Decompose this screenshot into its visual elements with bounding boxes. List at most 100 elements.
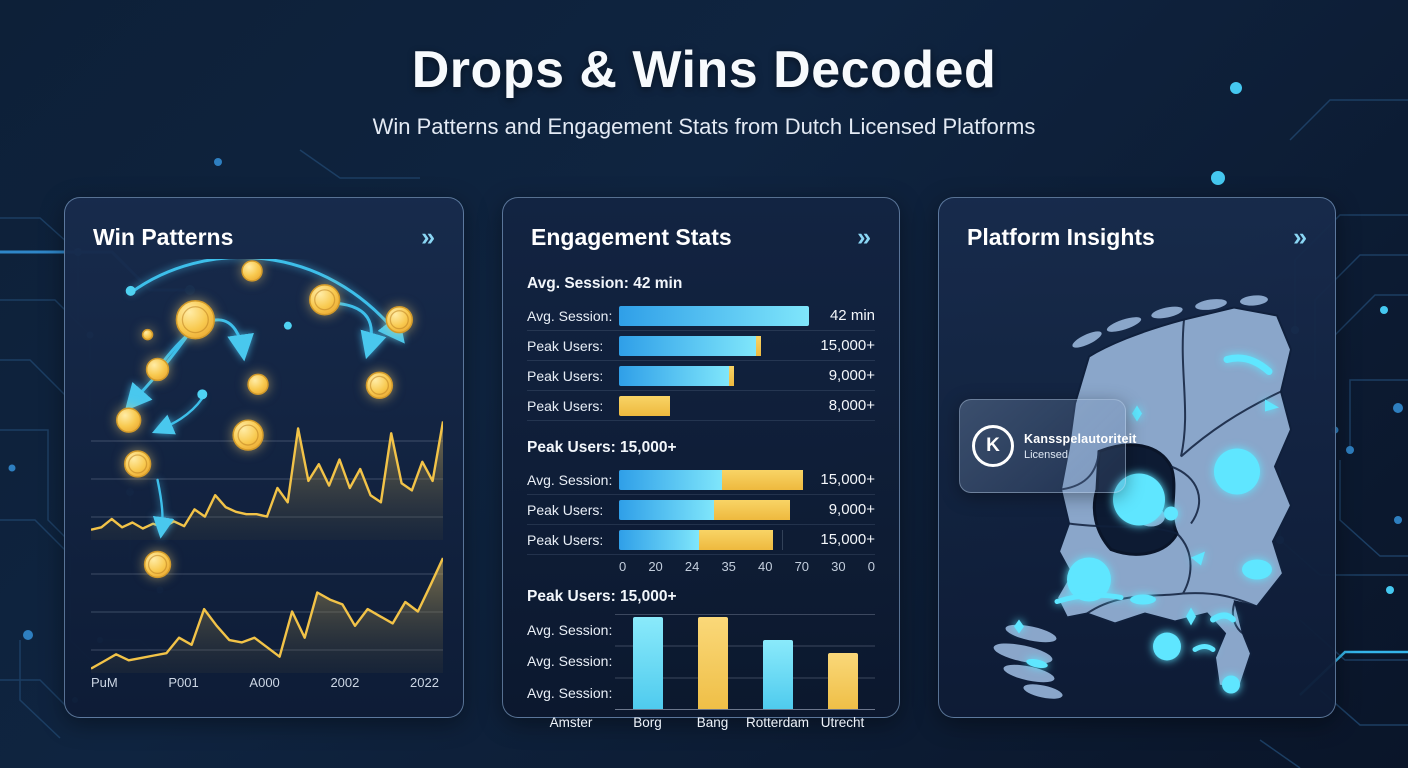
- bar-row: Peak Users: 15,000+: [527, 331, 875, 361]
- win-patterns-card: Win Patterns »: [64, 197, 464, 718]
- vertical-bars: [615, 614, 875, 710]
- x-category: Utrecht: [820, 715, 865, 730]
- engagement-stats-card: Engagement Stats » Avg. Session: 42 min …: [502, 197, 900, 730]
- stacked-bar-row: Peak Users: 9,000+: [527, 495, 875, 525]
- engagement-title: Engagement Stats: [531, 224, 732, 250]
- bar-borg: [632, 616, 663, 709]
- axis-tick: 20: [648, 559, 663, 574]
- bar-row-value: 15,000+: [820, 531, 875, 548]
- vertical-chart-y-labels: Avg. Session: Avg. Session: Avg. Session…: [527, 614, 615, 709]
- bar-yellow-segment: [698, 529, 773, 550]
- win-patterns-upper-area-chart: [91, 413, 443, 540]
- bar-row-value: 42 min: [829, 307, 875, 324]
- page-header: Drops & Wins Decoded Win Patterns and En…: [0, 40, 1408, 140]
- bar-yellow-segment: [729, 365, 734, 386]
- license-status: Licensed: [1024, 448, 1069, 461]
- platform-insights-card: Platform Insights »: [938, 197, 1336, 718]
- bar-cyan-segment: [619, 469, 722, 490]
- x-tick-label: A000: [249, 675, 280, 690]
- y-label: Avg. Session:: [527, 653, 613, 670]
- bar-track: [619, 499, 809, 520]
- bar-cyan-segment: [619, 365, 730, 386]
- bar-row-label: Peak Users:: [527, 367, 604, 384]
- bar-yellow-segment: [714, 499, 790, 520]
- axis-tick: 30: [831, 559, 846, 574]
- bar-utrecht: [827, 652, 858, 709]
- axis-tick: 0: [867, 559, 875, 574]
- bar-row-label: Avg. Session:: [527, 471, 613, 488]
- bar-track: [619, 365, 809, 386]
- bar-row-value: 15,000+: [820, 337, 875, 354]
- stacked-bar-row: Peak Users: 15,000+: [527, 525, 875, 555]
- stacked-bar-row: Avg. Session: 15,000+: [527, 465, 875, 495]
- bar-track: [619, 395, 809, 416]
- license-authority-name: Kansspelautoriteit: [1024, 431, 1137, 446]
- bar-cyan-segment: [619, 305, 809, 326]
- bar-track: [619, 469, 809, 490]
- activity-glow-spots: [1014, 354, 1279, 694]
- bar-row-value: 15,000+: [820, 471, 875, 488]
- platform-content: K Kansspelautoriteit Licensed: [939, 259, 1335, 704]
- bar-row-label: Peak Users:: [527, 501, 604, 518]
- platform-expand-button[interactable]: »: [1293, 223, 1307, 251]
- axis-tick: 24: [684, 559, 700, 574]
- page-subtitle: Win Patterns and Engagement Stats from D…: [372, 114, 1036, 139]
- x-tick-label: 2002: [330, 675, 360, 690]
- bar-yellow-segment: [721, 469, 804, 490]
- win-patterns-lower-area-chart: [91, 546, 443, 673]
- x-tick-label: PuM: [91, 675, 118, 690]
- bar-row-label: Peak Users:: [527, 337, 604, 354]
- win-patterns-title: Win Patterns: [93, 224, 234, 250]
- win-patterns-content: PuM P001 A000 2002 2022: [65, 259, 463, 706]
- axis-tick: 40: [758, 559, 773, 574]
- bar-cyan-segment: [619, 335, 756, 356]
- x-category: Amster: [549, 715, 593, 730]
- bar-rotterdam: [762, 639, 793, 709]
- page-title: Drops & Wins Decoded: [411, 41, 997, 99]
- x-category: Bang: [696, 715, 729, 730]
- bar-track: [619, 529, 809, 550]
- engagement-expand-button[interactable]: »: [857, 223, 871, 251]
- vertical-chart-x-axis: Amster Borg Bang Rotterdam Utrecht: [527, 715, 875, 730]
- x-tick-label: 2022: [410, 675, 439, 690]
- axis-tick: 70: [794, 559, 810, 574]
- cyan-node-dots: [125, 285, 292, 400]
- bar-row-value: 8,000+: [828, 397, 875, 414]
- platform-header: Platform Insights »: [939, 198, 1335, 259]
- win-patterns-x-axis: PuM P001 A000 2002 2022: [91, 675, 439, 690]
- x-tick-label: P001: [168, 675, 199, 690]
- bar-row: Avg. Session: 42 min: [527, 301, 875, 331]
- section3-heading: Peak Users: 15,000+: [527, 588, 677, 605]
- y-label: Avg. Session:: [527, 621, 613, 638]
- axis-tick: 0: [619, 559, 627, 574]
- bar-cyan-segment: [619, 499, 714, 520]
- x-category: Rotterdam: [745, 715, 810, 730]
- bar-yellow-segment: [619, 395, 671, 416]
- bar-track: [619, 335, 809, 356]
- bar-cyan-segment: [619, 529, 699, 550]
- x-category: Borg: [633, 715, 662, 730]
- bar-row-label: Avg. Session:: [527, 307, 613, 324]
- bar-row: Peak Users: 9,000+: [527, 361, 875, 391]
- bar-row-value: 9,000+: [828, 501, 875, 518]
- kansspelautoriteit-logo-icon: K: [972, 425, 1014, 467]
- axis-tick: 35: [721, 559, 736, 574]
- bar-row-label: Peak Users:: [527, 397, 604, 414]
- bar-bang: [697, 616, 728, 709]
- bar-track: [619, 305, 809, 326]
- vertical-bar-chart: Avg. Session: Avg. Session: Avg. Session…: [527, 614, 875, 710]
- y-label: Avg. Session:: [527, 685, 613, 702]
- bar-row: Peak Users: 8,000+: [527, 391, 875, 421]
- stacked-bar-axis: 0 20 24 35 40 70 30 0: [619, 559, 875, 574]
- win-patterns-header: Win Patterns »: [65, 198, 463, 259]
- license-badge: K Kansspelautoriteit Licensed: [959, 399, 1136, 493]
- platform-title: Platform Insights: [967, 224, 1155, 250]
- win-patterns-expand-button[interactable]: »: [421, 223, 435, 251]
- engagement-header: Engagement Stats »: [503, 198, 899, 259]
- section2-heading: Peak Users: 15,000+: [527, 439, 677, 456]
- bar-yellow-segment: [755, 335, 761, 356]
- section1-heading: Avg. Session: 42 min: [527, 275, 683, 292]
- bar-row-label: Peak Users:: [527, 531, 604, 548]
- bar-row-value: 9,000+: [828, 367, 875, 384]
- engagement-content: Avg. Session: 42 min Avg. Session: 42 mi…: [503, 259, 899, 730]
